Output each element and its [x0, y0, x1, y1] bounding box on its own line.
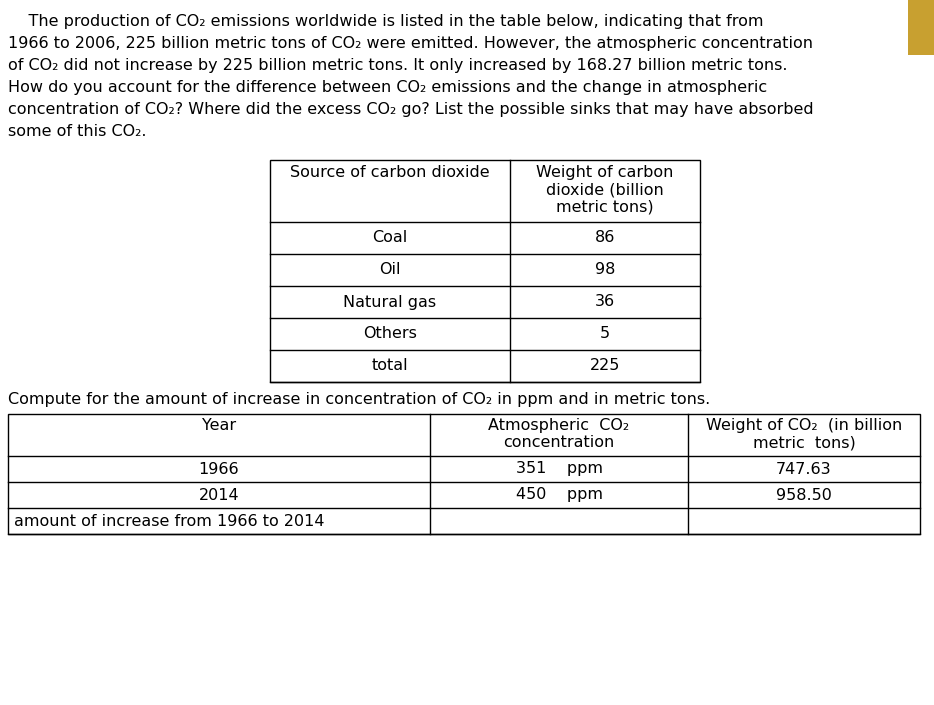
Text: Natural gas: Natural gas — [344, 295, 436, 309]
Bar — [270, 160, 700, 382]
Text: 747.63: 747.63 — [776, 462, 832, 477]
Text: Oil: Oil — [379, 262, 401, 278]
Text: amount of increase from 1966 to 2014: amount of increase from 1966 to 2014 — [14, 513, 324, 529]
Text: total: total — [372, 359, 408, 374]
Text: concentration of CO₂? Where did the excess CO₂ go? List the possible sinks that : concentration of CO₂? Where did the exce… — [8, 102, 814, 117]
Text: 450    ppm: 450 ppm — [516, 487, 602, 503]
Text: 225: 225 — [589, 359, 620, 374]
Text: 2014: 2014 — [199, 487, 239, 503]
Text: 958.50: 958.50 — [776, 487, 832, 503]
Text: Coal: Coal — [373, 231, 407, 245]
Text: Atmospheric  CO₂
concentration: Atmospheric CO₂ concentration — [488, 418, 630, 450]
Text: 1966 to 2006, 225 billion metric tons of CO₂ were emitted. However, the atmosphe: 1966 to 2006, 225 billion metric tons of… — [8, 36, 813, 51]
Text: 86: 86 — [595, 231, 616, 245]
Text: 351    ppm: 351 ppm — [516, 462, 602, 477]
Bar — [8, 414, 920, 534]
Text: The production of CO₂ emissions worldwide is listed in the table below, indicati: The production of CO₂ emissions worldwid… — [8, 14, 763, 29]
Text: Others: Others — [363, 326, 417, 341]
Text: Weight of CO₂  (in billion
metric  tons): Weight of CO₂ (in billion metric tons) — [706, 418, 902, 450]
Text: 98: 98 — [595, 262, 616, 278]
Text: Weight of carbon
dioxide (billion
metric tons): Weight of carbon dioxide (billion metric… — [536, 165, 673, 215]
Text: Compute for the amount of increase in concentration of CO₂ in ppm and in metric : Compute for the amount of increase in co… — [8, 392, 710, 407]
Text: 5: 5 — [600, 326, 610, 341]
Text: of CO₂ did not increase by 225 billion metric tons. It only increased by 168.27 : of CO₂ did not increase by 225 billion m… — [8, 58, 787, 73]
Bar — [908, 0, 934, 55]
Text: 36: 36 — [595, 295, 616, 309]
Text: Year: Year — [202, 418, 236, 433]
Text: Source of carbon dioxide: Source of carbon dioxide — [290, 165, 489, 180]
Text: 1966: 1966 — [199, 462, 239, 477]
Text: some of this CO₂.: some of this CO₂. — [8, 124, 147, 139]
Text: How do you account for the difference between CO₂ emissions and the change in at: How do you account for the difference be… — [8, 80, 767, 95]
